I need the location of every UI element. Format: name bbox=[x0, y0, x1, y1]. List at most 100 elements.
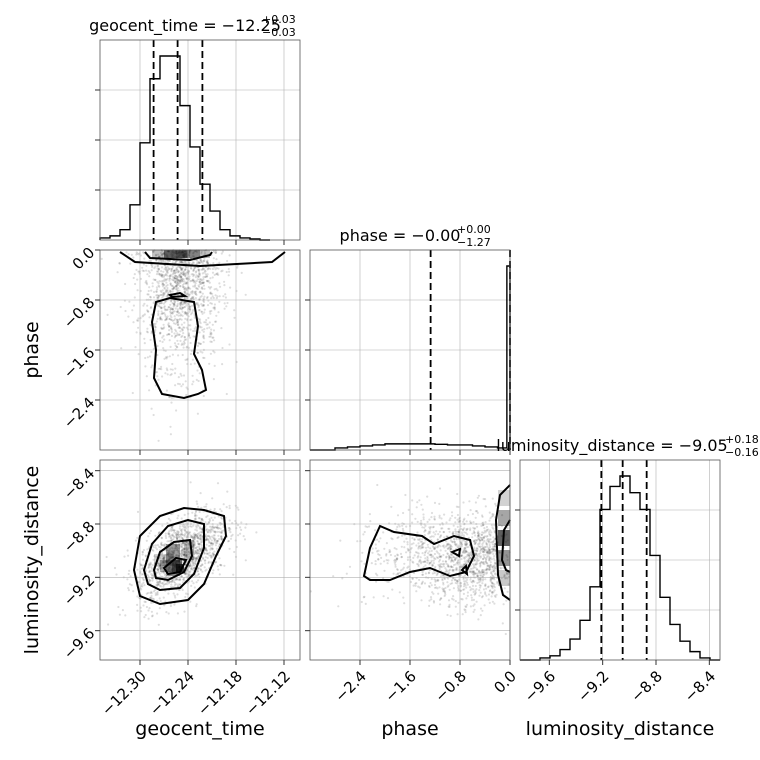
scatter-point bbox=[181, 268, 184, 271]
scatter-point bbox=[179, 272, 182, 275]
scatter-point bbox=[442, 588, 445, 591]
scatter-point bbox=[175, 554, 178, 557]
scatter-point bbox=[159, 289, 162, 292]
scatter-point bbox=[379, 562, 382, 565]
scatter-point bbox=[484, 553, 487, 556]
scatter-point bbox=[184, 548, 187, 551]
scatter-point bbox=[200, 295, 203, 298]
scatter-point bbox=[202, 300, 206, 303]
scatter-point bbox=[176, 281, 179, 285]
scatter-point bbox=[185, 550, 188, 553]
scatter-point bbox=[485, 525, 488, 529]
scatter-point bbox=[412, 561, 415, 564]
scatter-point bbox=[150, 566, 153, 569]
scatter-point bbox=[215, 250, 218, 253]
scatter-point bbox=[205, 529, 208, 532]
scatter-point bbox=[472, 570, 476, 573]
scatter-point bbox=[152, 544, 155, 547]
scatter-point bbox=[390, 505, 393, 508]
scatter-point bbox=[211, 528, 214, 532]
scatter-point bbox=[159, 315, 162, 318]
scatter-point bbox=[459, 584, 462, 587]
scatter-point bbox=[213, 516, 216, 519]
scatter-point bbox=[148, 271, 151, 274]
scatter-point bbox=[175, 285, 178, 288]
scatter-point bbox=[158, 332, 162, 335]
scatter-point bbox=[158, 367, 162, 370]
scatter-point bbox=[488, 559, 491, 562]
scatter-point bbox=[192, 533, 195, 536]
scatter-point bbox=[207, 544, 210, 548]
scatter-point bbox=[185, 293, 188, 296]
scatter-point bbox=[493, 567, 497, 570]
scatter-point bbox=[481, 571, 485, 574]
scatter-point bbox=[203, 287, 206, 290]
scatter-point bbox=[478, 594, 481, 597]
scatter-point bbox=[150, 263, 153, 266]
scatter-point bbox=[196, 523, 199, 527]
scatter-point bbox=[171, 585, 174, 588]
scatter-point bbox=[143, 337, 146, 340]
scatter-point bbox=[485, 549, 488, 552]
scatter-point bbox=[486, 554, 489, 557]
histogram-phase bbox=[310, 265, 511, 451]
scatter-point bbox=[180, 335, 183, 339]
scatter-point bbox=[417, 547, 420, 550]
scatter-point bbox=[171, 266, 174, 269]
scatter-point bbox=[134, 282, 137, 286]
scatter-point bbox=[485, 542, 488, 546]
scatter-point bbox=[445, 570, 448, 573]
scatter-point bbox=[200, 506, 203, 509]
scatter-point bbox=[439, 556, 442, 559]
panel-frame bbox=[99, 459, 301, 661]
scatter-point bbox=[479, 574, 482, 577]
scatter-point bbox=[168, 533, 171, 536]
scatter-point bbox=[162, 283, 165, 286]
scatter-point bbox=[478, 589, 481, 592]
scatter-point bbox=[431, 563, 434, 566]
scatter-point bbox=[161, 282, 164, 285]
scatter-point bbox=[233, 316, 236, 319]
scatter-point bbox=[493, 586, 496, 589]
scatter-point bbox=[474, 516, 477, 519]
scatter-point bbox=[162, 596, 165, 599]
scatter-point bbox=[204, 505, 208, 508]
scatter-point bbox=[493, 602, 496, 605]
scatter-point bbox=[445, 540, 448, 543]
scatter-point bbox=[213, 351, 216, 354]
scatter-point bbox=[450, 565, 453, 569]
scatter-point bbox=[489, 517, 492, 520]
scatter-point bbox=[456, 561, 459, 565]
scatter-point bbox=[200, 268, 203, 271]
scatter-point bbox=[427, 532, 430, 535]
scatter-point bbox=[212, 336, 215, 339]
scatter-point bbox=[171, 273, 174, 276]
scatter-point bbox=[490, 584, 493, 587]
scatter-point bbox=[179, 303, 182, 306]
scatter-point bbox=[456, 525, 459, 529]
scatter-point bbox=[395, 548, 398, 551]
scatter-point bbox=[494, 502, 497, 505]
scatter-point bbox=[164, 356, 167, 359]
scatter-point bbox=[160, 318, 163, 321]
scatter-point bbox=[439, 563, 442, 566]
scatter-point bbox=[128, 583, 131, 586]
scatter-point bbox=[460, 564, 463, 567]
scatter-point bbox=[166, 561, 169, 564]
scatter-point bbox=[192, 551, 195, 554]
scatter-point bbox=[210, 525, 213, 529]
scatter-point bbox=[150, 259, 153, 263]
scatter-point bbox=[396, 568, 399, 571]
scatter-point bbox=[164, 532, 167, 535]
scatter-point bbox=[478, 541, 481, 544]
scatter-point bbox=[166, 540, 169, 543]
scatter-point bbox=[209, 287, 212, 290]
scatter-point bbox=[162, 557, 165, 561]
scatter-point bbox=[199, 537, 202, 540]
scatter-point bbox=[423, 560, 426, 563]
scatter-point bbox=[156, 296, 159, 299]
scatter-point bbox=[189, 287, 192, 290]
y-tick-label-phase: −2.4 bbox=[60, 394, 98, 432]
scatter-point bbox=[450, 511, 454, 514]
scatter-point bbox=[141, 553, 144, 556]
